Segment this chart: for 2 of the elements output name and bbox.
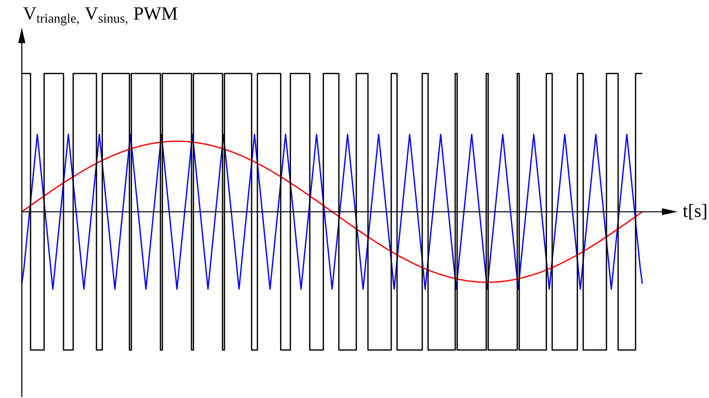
y-axis-title: V$_{triangle,}$ V$_{sinus,}$ PWM	[23, 7, 178, 26]
x-axis-title: t[s]	[682, 204, 706, 220]
